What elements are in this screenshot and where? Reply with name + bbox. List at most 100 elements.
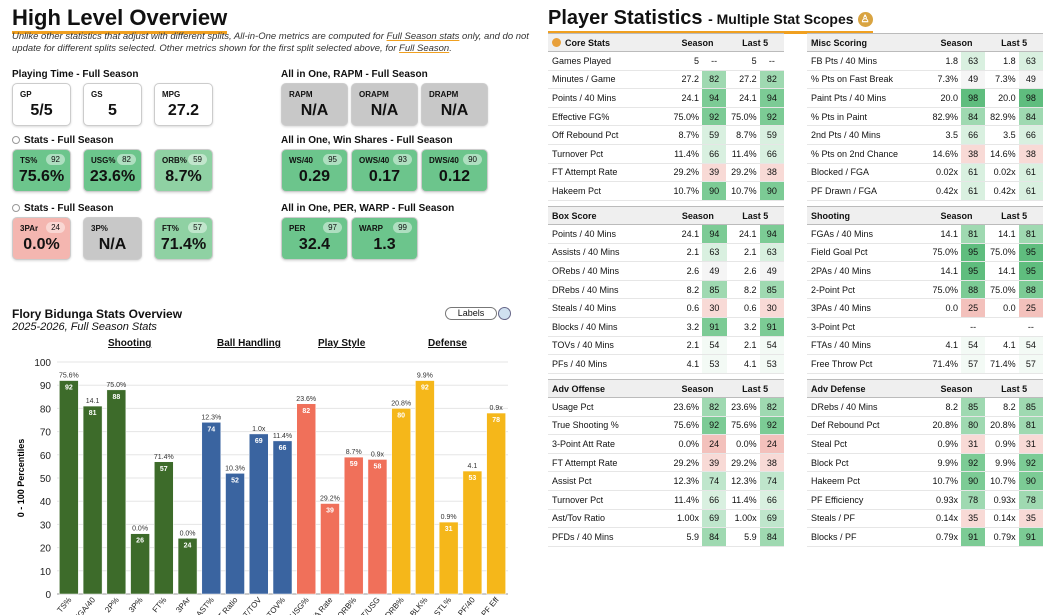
stat-percentile: 66 (701, 144, 727, 164)
stat-value: 24.1 (726, 88, 760, 108)
table-row: Usage Pct 23.6% 82 23.6% 82 (548, 397, 784, 417)
stat-value: 2.1 (669, 243, 703, 263)
stat-value (985, 317, 1019, 337)
labels-toggle[interactable] (498, 307, 511, 320)
stat-value: 9.9% (985, 453, 1019, 473)
stat-value: 3.5 (927, 125, 961, 145)
bar-FGA/40 (82, 405, 103, 595)
stat-value: 8.2 (927, 397, 961, 417)
stat-name: Steal Pct (807, 434, 928, 454)
chart-subtitle: 2025-2026, Full Season Stats (12, 321, 157, 333)
bar-percentile-label: 53 (468, 475, 476, 482)
stat-percentile: 81 (1018, 416, 1043, 436)
stat-value: 10.7% (927, 471, 961, 491)
stat-name: Blocked / FGA (807, 163, 928, 183)
stat-value: 75.0% (927, 280, 961, 300)
table-row: True Shooting % 75.6% 92 75.6% 92 (548, 416, 784, 436)
stat-value: 0.0 (985, 298, 1019, 318)
bar-DRB% (391, 408, 411, 595)
table-row: PFDs / 40 Mins 5.9 84 5.9 84 (548, 527, 784, 547)
stat-percentile: 63 (960, 51, 986, 71)
x-tick-label: USG% (288, 596, 311, 615)
stat-percentile: 74 (701, 471, 727, 491)
stat-percentile: 85 (1018, 397, 1043, 417)
stat-value: 23.6% (726, 397, 760, 417)
table-row: Off Rebound Pct 8.7% 59 8.7% 59 (548, 125, 784, 145)
stat-percentile: 54 (702, 336, 727, 356)
table-row: Assists / 40 Mins 2.1 63 2.1 63 (548, 243, 784, 263)
stat-value: 75.6% (668, 416, 702, 436)
stat-name: True Shooting % (548, 416, 669, 436)
stat-value: 75.0% (985, 243, 1019, 263)
stat-percentile: -- (1018, 317, 1043, 337)
stat-percentile: 78 (960, 490, 986, 510)
x-tick-label: DRB% (383, 596, 405, 615)
table-title: Core Stats (548, 33, 669, 52)
table-row: Paint Pts / 40 Mins 20.0 98 20.0 98 (807, 88, 1043, 108)
bar-percentile-label: 66 (279, 445, 287, 452)
bar-percentile-label: 59 (350, 461, 358, 468)
stat-percentile: 82 (701, 70, 727, 90)
stat-percentile: 35 (960, 509, 986, 529)
table-row: Blocks / 40 Mins 3.2 91 3.2 91 (548, 317, 784, 337)
y-axis-label: 0 - 100 Percentiles (16, 439, 26, 518)
stat-percentile: 84 (1018, 107, 1043, 127)
bar-percentile-label: 31 (445, 526, 453, 533)
table-row: Turnover Pct 11.4% 66 11.4% 66 (548, 490, 784, 510)
stat-percentile: 91 (702, 317, 727, 337)
radio-icon[interactable] (12, 136, 20, 144)
stat-name: 2nd Pts / 40 Mins (807, 125, 928, 145)
stat-value: 10.7% (726, 181, 760, 201)
stat-name: % Pts on Fast Break (807, 70, 928, 90)
table-row: TOVs / 40 Mins 2.1 54 2.1 54 (548, 336, 784, 356)
bar-stat-label: 8.7% (346, 449, 362, 456)
bar-percentile-label: 58 (374, 463, 382, 470)
stat-name: Turnover Pct (548, 490, 669, 510)
card-gp: GP 5/5 (12, 83, 71, 126)
stat-value: 75.0% (927, 243, 961, 263)
stat-name: Ast/Tov Ratio (548, 509, 669, 529)
stat-percentile: 63 (1018, 51, 1043, 71)
stat-value: 14.1 (985, 261, 1019, 281)
stat-percentile: 49 (759, 261, 784, 281)
bar-stat-label: 0.9x (490, 405, 504, 412)
card-orapm: ORAPM N/A (351, 83, 418, 126)
stat-value: 4.1 (669, 354, 703, 374)
stat-percentile: 39 (701, 163, 727, 183)
stat-value: 8.7% (668, 125, 702, 145)
stat-percentile: 54 (960, 336, 986, 356)
trophy-icon[interactable]: ♙ (857, 12, 873, 27)
labels-button[interactable]: Labels (445, 307, 497, 320)
category-defense: Defense (428, 338, 467, 349)
card-ts: TS% 92 75.6% (12, 149, 71, 192)
table-row: Hakeem Pct 10.7% 90 10.7% 90 (548, 181, 784, 201)
x-tick-label: AST/TOV (234, 595, 263, 615)
stat-name: Assist Pct (548, 471, 669, 491)
radio-icon[interactable] (12, 204, 20, 212)
stat-percentile: 30 (702, 298, 727, 318)
full-season-link[interactable]: Full Season (399, 43, 450, 54)
stat-value: 2.1 (669, 336, 703, 356)
bar-stat-label: 9.9% (417, 373, 433, 380)
card-ft: FT% 57 71.4% (154, 217, 213, 260)
stat-percentile: 69 (759, 509, 784, 529)
stat-percentile: 74 (759, 471, 784, 491)
percentile-bar-chart: 0 10 20 30 40 50 60 70 80 90 100 0 - 100 Percentile… (16, 358, 508, 615)
stat-value: 20.0 (927, 88, 961, 108)
full-season-stats-link[interactable]: Full Season stats (386, 31, 460, 42)
stat-percentile: 49 (702, 261, 727, 281)
bar-percentile-label: 52 (231, 477, 239, 484)
bar-3PAr (177, 538, 198, 595)
stat-value: 0.0% (726, 434, 760, 454)
stat-name: Hakeem Pct (807, 471, 928, 491)
table-row: PF Efficiency 0.93x 78 0.93x 78 (807, 490, 1043, 510)
stat-value: 24.1 (669, 224, 703, 244)
stat-percentile: 92 (1018, 453, 1043, 473)
table-row: 3-Point Att Rate 0.0% 24 0.0% 24 (548, 434, 784, 454)
table-row: Assist Pct 12.3% 74 12.3% 74 (548, 471, 784, 491)
chart-title: Flory Bidunga Stats Overview (12, 307, 183, 321)
stat-value: 3.2 (726, 317, 760, 337)
stat-percentile: 61 (1018, 181, 1043, 201)
stat-name: Games Played (548, 51, 669, 71)
stat-name: 3PAs / 40 Mins (807, 298, 928, 318)
